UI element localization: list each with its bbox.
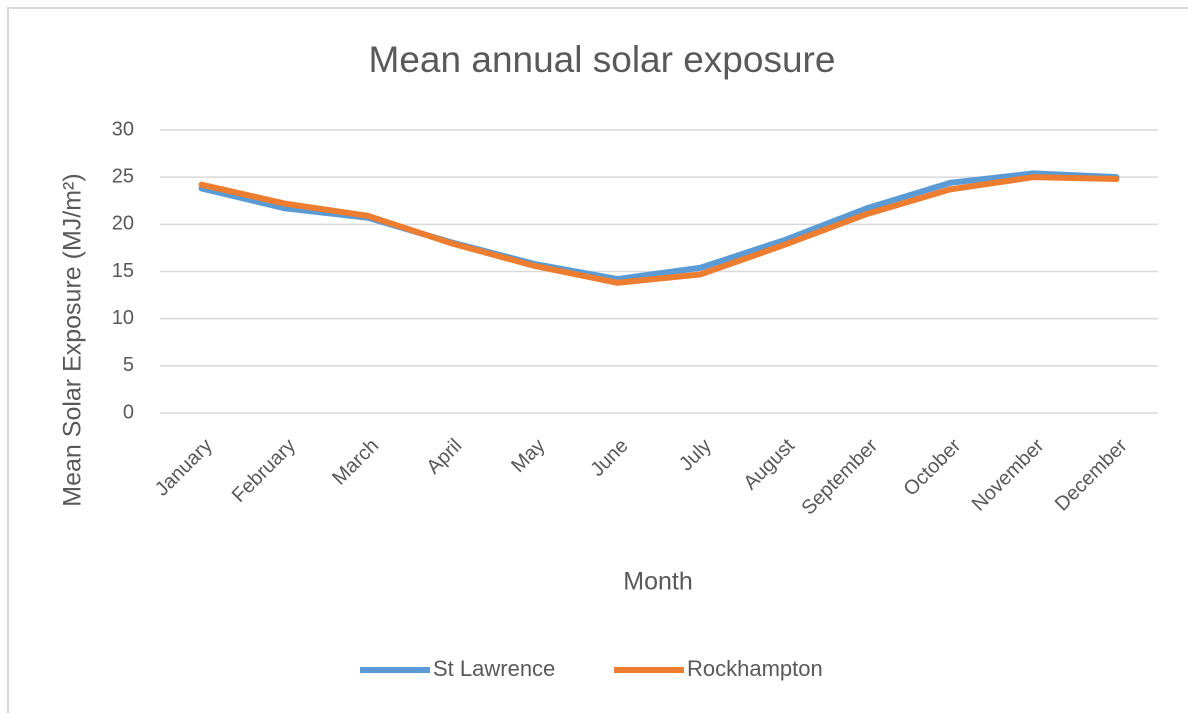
y-tick-label: 15 [112, 260, 134, 282]
x-axis-title: Month [623, 568, 692, 596]
chart-title: Mean annual solar exposure [369, 39, 836, 80]
y-tick-label: 0 [123, 401, 134, 423]
line-series [198, 174, 1120, 286]
y-tick-label: 5 [123, 354, 134, 376]
y-tick-label: 25 [112, 165, 134, 187]
legend-label: St Lawrence [433, 656, 555, 681]
y-tick-label: 20 [112, 213, 134, 235]
y-axis-title: Mean Solar Exposure (MJ/m²) [59, 173, 87, 506]
legend-label: Rockhampton [687, 656, 823, 681]
chart-border [7, 7, 1188, 713]
y-tick-label: 10 [112, 307, 134, 329]
y-tick-label: 30 [112, 118, 134, 140]
